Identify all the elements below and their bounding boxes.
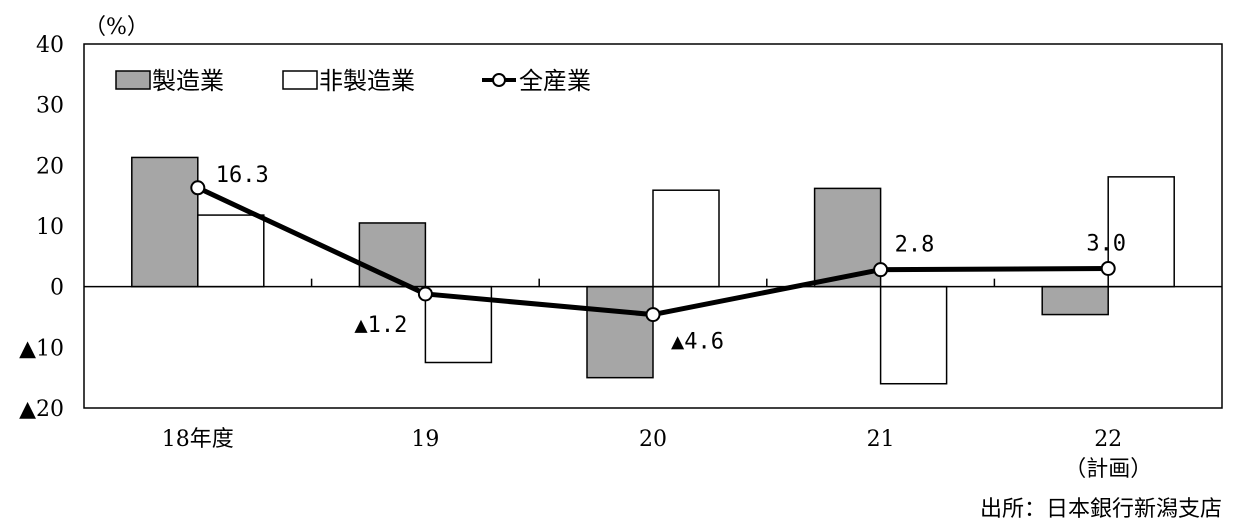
- y-tick-label: 10: [36, 215, 64, 240]
- data-label-all-industries: 2.8: [895, 233, 935, 258]
- y-unit-label: （%）: [84, 15, 149, 40]
- y-tick-label: 30: [36, 94, 64, 119]
- y-tick-label: ▲20: [19, 397, 64, 422]
- line-marker-all-industries: [645, 307, 661, 323]
- line-marker-all-industries: [873, 262, 889, 278]
- x-tick-label: 21: [867, 427, 895, 452]
- bar-nonmanufacturing: [1107, 176, 1175, 288]
- data-label-all-industries: ▲4.6: [671, 330, 724, 355]
- legend-swatch-manufacturing: [115, 70, 151, 90]
- bar-nonmanufacturing: [652, 189, 720, 288]
- x-tick-label: 20: [639, 427, 667, 452]
- data-label-all-industries: 16.3: [216, 163, 269, 188]
- y-tick-label: ▲10: [19, 336, 64, 361]
- bar-nonmanufacturing: [879, 285, 948, 385]
- legend-label-nonmanufacturing: 非製造業: [319, 67, 415, 95]
- bar-manufacturing: [131, 156, 199, 288]
- source-note: 出所：日本銀行新潟支店: [980, 497, 1222, 522]
- legend: 製造業 非製造業 全産業: [115, 67, 591, 95]
- bar-manufacturing: [1041, 285, 1109, 316]
- y-tick-label: 20: [36, 154, 64, 179]
- legend-label-all-industries: 全産業: [519, 67, 591, 95]
- x-tick-label: 22: [1094, 427, 1122, 452]
- x-tick-label: 19: [411, 427, 439, 452]
- legend-swatch-nonmanufacturing: [282, 70, 318, 90]
- y-tick-label: 0: [50, 276, 64, 301]
- line-marker-all-industries: [417, 286, 433, 302]
- x-tick-label: 18年度: [162, 427, 234, 452]
- legend-marker-all-industries: [492, 73, 506, 87]
- line-marker-all-industries: [190, 180, 206, 196]
- legend-label-manufacturing: 製造業: [152, 67, 224, 95]
- x-tick-note: （計画）: [1064, 457, 1152, 482]
- line-marker-all-industries: [1100, 260, 1116, 276]
- bar-manufacturing: [586, 285, 654, 379]
- plot-area: [83, 43, 1223, 409]
- bar-nonmanufacturing: [197, 214, 265, 288]
- data-label-all-industries: ▲1.2: [354, 313, 407, 338]
- data-label-all-industries: 3.0: [1086, 231, 1126, 256]
- y-tick-label: 40: [36, 33, 64, 58]
